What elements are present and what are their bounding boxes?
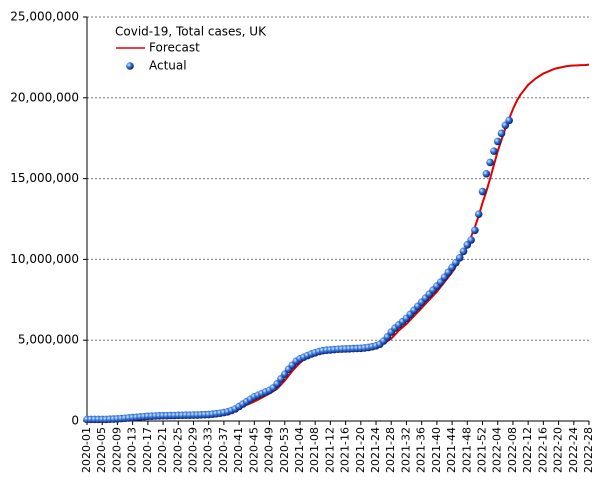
x-tick-label: 2022-08 [506, 427, 519, 473]
x-tick-label: 2021-40 [430, 427, 443, 473]
y-tick-label: 10,000,000 [10, 252, 79, 266]
x-tick-label: 2021-16 [339, 427, 352, 473]
x-tick-label: 2020-05 [95, 427, 108, 473]
x-tick-label: 2022-24 [567, 427, 580, 473]
x-tick-label: 2021-36 [415, 427, 428, 473]
x-tick-label: 2021-12 [323, 427, 336, 473]
legend-swatch [126, 62, 134, 70]
x-tick-label: 2021-08 [308, 427, 321, 473]
actual-point [471, 226, 479, 235]
x-tick-label: 2020-09 [110, 427, 123, 473]
x-tick-label: 2021-44 [445, 427, 458, 473]
x-tick-label: 2020-01 [80, 427, 93, 473]
actual-point [459, 247, 468, 256]
actual-point [493, 137, 502, 146]
x-tick-label: 2020-49 [263, 427, 276, 473]
x-tick-label: 2022-16 [536, 427, 549, 473]
actual-point [455, 253, 464, 262]
actual-point [478, 187, 487, 196]
y-tick-label: 20,000,000 [10, 90, 79, 104]
x-tick-label: 2020-41 [232, 427, 245, 473]
x-tick-label: 2022-12 [521, 427, 534, 473]
x-tick-label: 2020-45 [247, 427, 260, 473]
legend-label: Actual [149, 59, 187, 73]
x-tick-label: 2021-04 [293, 427, 306, 473]
actual-point [486, 158, 494, 167]
x-tick-label: 2020-33 [202, 427, 215, 473]
y-tick-label: 15,000,000 [10, 171, 79, 185]
actual-point [467, 236, 475, 244]
legend-title: Covid-19, Total cases, UK [115, 25, 267, 39]
x-tick-label: 2022-04 [491, 427, 504, 473]
x-tick-label: 2021-32 [399, 427, 412, 473]
actual-point [474, 210, 483, 218]
actual-point [490, 147, 498, 155]
x-tick-label: 2021-52 [476, 427, 489, 473]
x-tick-label: 2020-37 [217, 427, 230, 473]
x-tick-label: 2020-17 [141, 427, 154, 473]
actual-point [505, 116, 513, 125]
actual-point [497, 129, 506, 138]
legend-label: Forecast [149, 41, 200, 55]
x-tick-label: 2021-20 [354, 427, 367, 473]
x-tick-label: 2020-25 [171, 427, 184, 473]
x-tick-label: 2021-28 [384, 427, 397, 473]
x-tick-label: 2022-28 [582, 427, 595, 473]
x-tick-label: 2020-29 [186, 427, 199, 473]
x-tick-label: 2021-48 [460, 427, 473, 473]
forecast-line [87, 63, 590, 422]
x-tick-label: 2020-13 [126, 427, 139, 473]
actual-point [482, 169, 491, 178]
x-tick-label: 2021-24 [369, 427, 382, 473]
x-tick-label: 2020-53 [278, 427, 291, 473]
y-tick-label: 5,000,000 [18, 333, 79, 347]
x-tick-label: 2020-21 [156, 427, 169, 473]
y-tick-label: 25,000,000 [10, 10, 79, 24]
y-tick-label: 0 [71, 414, 79, 428]
x-tick-label: 2022-20 [552, 427, 565, 473]
